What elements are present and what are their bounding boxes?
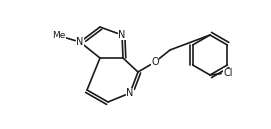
Text: N: N	[118, 30, 126, 40]
Text: O: O	[151, 57, 159, 67]
Text: N: N	[76, 37, 84, 47]
Text: N: N	[126, 88, 134, 98]
Text: Cl: Cl	[223, 68, 233, 78]
Text: Me: Me	[52, 30, 66, 39]
